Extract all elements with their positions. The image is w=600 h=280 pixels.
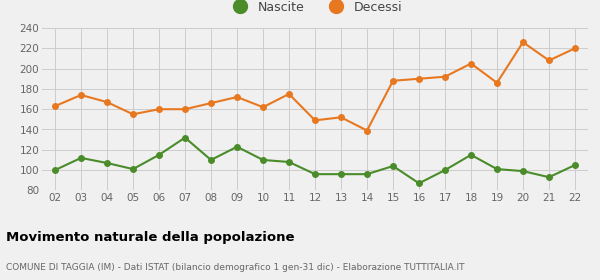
Nascite [442,168,449,172]
Decessi [337,116,344,119]
Decessi [415,77,422,80]
Nascite [364,172,371,176]
Decessi [364,129,371,132]
Nascite [286,160,293,164]
Nascite [77,156,85,160]
Nascite [545,176,553,179]
Nascite [467,153,475,157]
Decessi [389,79,397,82]
Decessi [493,81,500,85]
Decessi [233,95,241,99]
Nascite [571,163,578,167]
Nascite [259,158,266,162]
Nascite [337,172,344,176]
Text: COMUNE DI TAGGIA (IM) - Dati ISTAT (bilancio demografico 1 gen-31 dic) - Elabora: COMUNE DI TAGGIA (IM) - Dati ISTAT (bila… [6,263,464,272]
Decessi [259,106,266,109]
Nascite [155,153,163,157]
Text: Movimento naturale della popolazione: Movimento naturale della popolazione [6,231,295,244]
Nascite [130,167,137,171]
Nascite [415,182,422,185]
Nascite [233,145,241,148]
Decessi [130,113,137,116]
Nascite [311,172,319,176]
Nascite [520,169,527,173]
Nascite [103,161,110,165]
Line: Decessi: Decessi [52,39,578,133]
Decessi [155,108,163,111]
Line: Nascite: Nascite [52,135,578,186]
Nascite [389,164,397,168]
Decessi [103,101,110,104]
Decessi [77,93,85,97]
Decessi [520,41,527,44]
Decessi [181,108,188,111]
Nascite [52,168,59,172]
Legend: Nascite, Decessi: Nascite, Decessi [223,0,407,18]
Nascite [493,167,500,171]
Decessi [311,119,319,122]
Decessi [545,59,553,62]
Decessi [571,47,578,50]
Nascite [181,136,188,139]
Decessi [467,62,475,65]
Decessi [208,101,215,105]
Decessi [52,104,59,108]
Decessi [442,75,449,78]
Nascite [208,158,215,162]
Decessi [286,92,293,96]
